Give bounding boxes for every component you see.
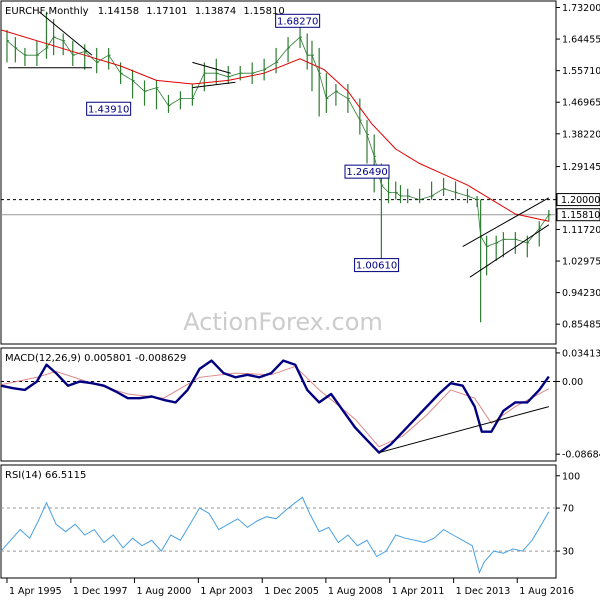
macd-ytick-label: 0.034137: [562, 348, 600, 359]
watermark: ActionForex.com: [183, 308, 383, 336]
rsi-ytick-label: 70: [562, 504, 574, 515]
price-line: [6, 36, 550, 247]
price-trendline: [38, 11, 93, 56]
price-ytick-label: 1.38220: [562, 129, 600, 140]
price-ytick-label: 0.94230: [562, 288, 600, 299]
price-annotation-box: [344, 164, 390, 179]
xtick-label: 1 Apr 2003: [200, 586, 253, 597]
xtick-label: 1 Aug 2016: [519, 586, 574, 597]
rsi-panel: [0, 496, 556, 575]
price-annotation: 1.43910: [88, 104, 129, 115]
price-ytick-label: 1.46965: [562, 98, 600, 109]
low-value: 1.13874: [195, 6, 236, 17]
xtick-label: 1 Aug 2000: [136, 586, 191, 597]
open-value: 1.14158: [98, 6, 139, 17]
price-ytick-label: 1.02975: [562, 257, 600, 268]
high-value: 1.17101: [146, 6, 187, 17]
macd-trendline: [378, 406, 549, 454]
rsi-line: [0, 496, 550, 575]
xtick-label: 1 Dec 1997: [73, 586, 128, 597]
price-trendline: [462, 197, 550, 247]
price-level-value: 1.20000: [561, 195, 600, 206]
xtick-label: 1 Dec 2005: [264, 586, 319, 597]
price-ytick-label: 1.73200: [562, 3, 600, 14]
xtick-label: 1 Apr 2011: [392, 586, 445, 597]
price-level-value: 1.15810: [561, 210, 600, 221]
price-ytick-label: 1.11720: [562, 225, 600, 236]
price-level-tag: [556, 193, 600, 207]
symbol-label: EURCHF,Monthly: [5, 6, 89, 17]
price-level-tag: [556, 208, 600, 222]
price-annotation-box: [275, 13, 321, 28]
price-annotation-box: [86, 101, 132, 116]
price-panel: 1.68270 1.43910 1.26490 1.00610: [0, 11, 556, 323]
price-ytick-label: 1.55710: [562, 66, 600, 77]
price-annotation: 1.00610: [356, 261, 397, 272]
macd-ytick-label: -0.086849: [562, 450, 600, 461]
rsi-ytick-label: 100: [562, 471, 580, 482]
macd-ytick-label: 0.00: [562, 377, 583, 388]
axes: 1.73200 1.64455 1.55710 1.46965 1.38220 1.291…: [6, 3, 600, 597]
xtick-label: 1 Dec 2013: [456, 586, 511, 597]
price-trendline: [192, 61, 231, 74]
xtick-label: 1 Apr 1995: [9, 586, 62, 597]
macd-line: [0, 359, 550, 454]
price-ytick-label: 0.85485: [562, 320, 600, 331]
close-value: 1.15810: [243, 6, 284, 17]
price-annotation: 1.68270: [277, 16, 318, 27]
macd-title: MACD(12,26,9) 0.005801 -0.008629: [5, 353, 186, 364]
price-ytick-label: 1.29145: [562, 162, 600, 173]
moving-average-line: [0, 29, 549, 222]
rsi-title: RSI(14) 66.5115: [5, 470, 86, 481]
rsi-ytick-label: 30: [562, 547, 574, 558]
price-trendline: [192, 81, 236, 89]
price-annotation: 1.26490: [346, 167, 387, 178]
rsi-panel-frame: [0, 464, 557, 579]
price-annotation-box: [354, 258, 400, 273]
xtick-label: 1 Aug 2008: [328, 586, 383, 597]
price-title: EURCHF,Monthly 1.14158 1.17101 1.13874 1…: [5, 6, 285, 17]
price-ytick-label: 1.64455: [562, 35, 600, 46]
macd-panel: [0, 359, 556, 454]
price-trendline: [469, 224, 550, 278]
